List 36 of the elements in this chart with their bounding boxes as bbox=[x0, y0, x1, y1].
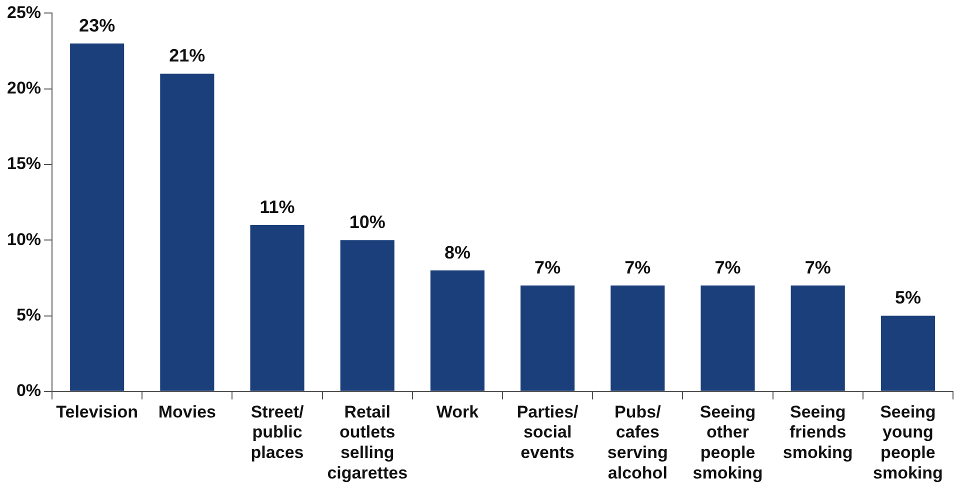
data-label: 7% bbox=[624, 257, 651, 278]
x-tick-label: Pubs/ cafes serving alcohol bbox=[607, 402, 668, 482]
x-tick-label: Movies bbox=[158, 402, 216, 422]
data-label: 8% bbox=[444, 242, 470, 262]
y-tick-label: 5% bbox=[16, 305, 42, 324]
data-label: 23% bbox=[79, 15, 116, 36]
bar bbox=[70, 43, 124, 391]
bar bbox=[610, 286, 665, 391]
x-tick-label: Work bbox=[436, 402, 480, 422]
bar bbox=[340, 240, 394, 391]
x-tick-label: Seeing friends smoking bbox=[782, 402, 853, 462]
x-tick-label: Retail outlets selling cigarettes bbox=[327, 402, 408, 482]
x-tick-label: Television bbox=[56, 402, 138, 422]
x-tick-label: Street/ public places bbox=[250, 402, 304, 462]
data-label: 7% bbox=[804, 257, 831, 278]
data-label: 7% bbox=[714, 257, 741, 278]
x-tick-label: Seeing other people smoking bbox=[692, 402, 763, 482]
y-tick-label: 10% bbox=[6, 230, 42, 249]
data-label: 11% bbox=[260, 196, 295, 217]
x-tick-label: Seeing young people smoking bbox=[873, 402, 943, 482]
bar bbox=[430, 270, 484, 391]
bar bbox=[880, 316, 935, 391]
bar bbox=[520, 286, 575, 391]
bar bbox=[700, 286, 755, 391]
bar bbox=[250, 224, 304, 391]
data-label: 21% bbox=[169, 46, 206, 66]
y-tick-label: 25% bbox=[6, 2, 42, 22]
x-tick-label: Parties/ social events bbox=[516, 402, 579, 462]
data-label: 10% bbox=[349, 212, 386, 232]
bar bbox=[790, 286, 845, 391]
y-tick-label: 0% bbox=[16, 381, 42, 400]
y-tick-label: 20% bbox=[6, 78, 42, 98]
data-label: 5% bbox=[894, 288, 921, 308]
bar bbox=[160, 74, 214, 391]
y-tick-label: 15% bbox=[6, 154, 42, 174]
data-label: 7% bbox=[534, 257, 561, 278]
